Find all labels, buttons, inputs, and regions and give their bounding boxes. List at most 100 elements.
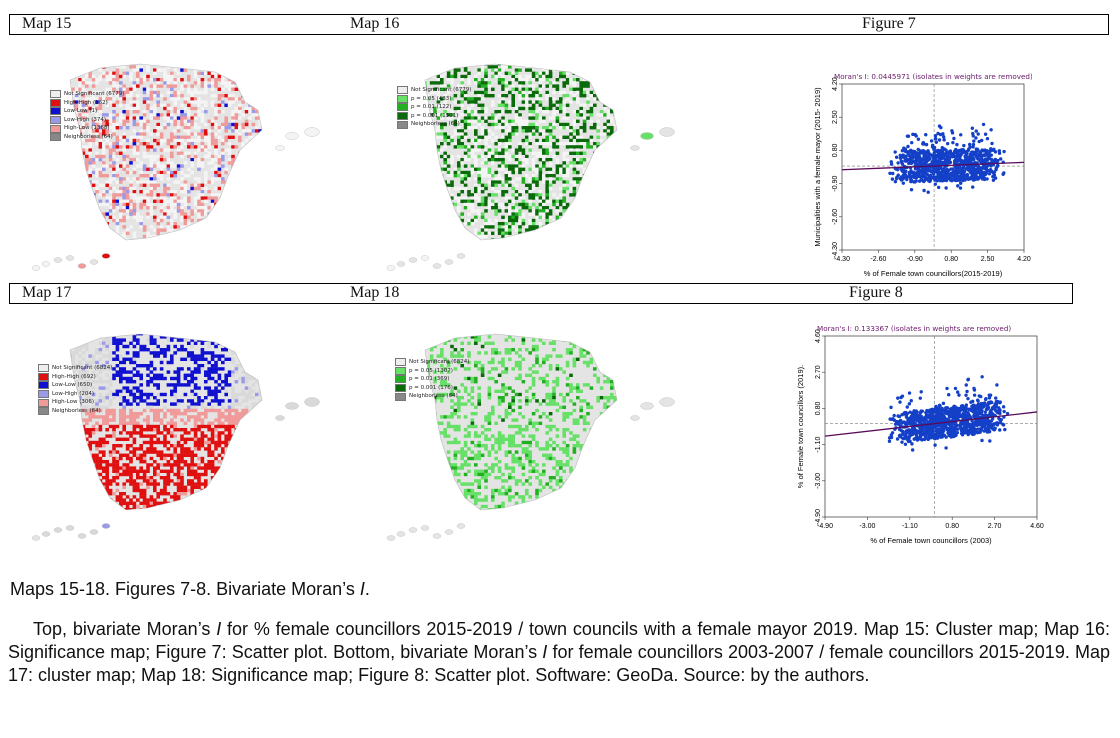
scatter-point <box>902 155 907 159</box>
legend-label: Low-Low (1) <box>64 108 98 115</box>
regression-line <box>824 411 1038 437</box>
scatter-point <box>920 170 925 174</box>
scatter-point <box>909 150 913 154</box>
scatter-point <box>889 162 894 166</box>
scatter-point <box>951 434 956 439</box>
scatter-point <box>900 440 904 444</box>
scatter-point <box>936 432 940 437</box>
legend-swatch <box>397 86 408 95</box>
scatter-point <box>955 152 959 157</box>
scatter-point <box>942 162 946 166</box>
scatter-point <box>937 160 942 165</box>
scatter-point <box>981 402 986 407</box>
scatter-point <box>956 184 960 188</box>
scatter-point <box>952 136 956 141</box>
map17-title: Map 17 <box>22 284 72 301</box>
scatter-point <box>964 393 968 397</box>
scatter-point <box>898 176 902 181</box>
scatter-point <box>916 173 920 178</box>
scatter-point <box>903 442 908 446</box>
y-tick-label: 0.80 <box>815 401 822 415</box>
scatter-point <box>910 442 914 446</box>
scatter-point <box>985 158 990 162</box>
map15-cluster-map <box>31 63 320 271</box>
scatter-point <box>933 133 938 138</box>
legend-item: Low-High (374) <box>50 116 124 125</box>
y-tick-label: 4.60 <box>815 329 822 343</box>
scatter-point <box>983 414 987 418</box>
scatter-point <box>911 427 915 432</box>
scatter-point <box>917 179 922 183</box>
scatter-point <box>976 132 980 136</box>
legend-swatch <box>38 407 49 416</box>
scatter-point <box>941 408 946 412</box>
scatter-point <box>963 427 968 432</box>
scatter-point <box>978 153 982 157</box>
scatter-point <box>890 417 894 421</box>
scatter-point <box>963 178 967 182</box>
legend-item: High-Low (306) <box>38 398 112 407</box>
scatter-point <box>987 393 991 397</box>
scatter-point <box>981 122 986 127</box>
scatter-point <box>980 375 984 379</box>
scatter-point <box>930 143 935 148</box>
scatter-point <box>944 406 948 410</box>
scatter-point <box>909 161 914 166</box>
legend-item: p = 0.001 (1591) <box>397 112 471 121</box>
scatter-point <box>930 162 934 167</box>
scatter-point <box>971 399 975 404</box>
scatter-point <box>942 178 946 183</box>
scatter-point <box>890 431 895 435</box>
scatter-point <box>996 421 1000 425</box>
scatter-point <box>935 418 940 422</box>
scatter-point <box>955 142 959 147</box>
plot-frame <box>841 83 1025 251</box>
scatter-point <box>1002 149 1006 154</box>
scatter-point <box>906 439 911 444</box>
scatter-point <box>891 171 895 176</box>
scatter-point <box>966 407 971 412</box>
scatter-point <box>993 150 998 154</box>
legend-item: Not Significant (6824) <box>38 364 112 373</box>
scatter-point <box>901 181 906 185</box>
x-axis-label: % of Female town councillors(2015-2019) <box>864 269 1003 278</box>
scatter-point <box>967 142 972 147</box>
legend-item: Neighborless (64) <box>50 133 124 142</box>
scatter-point <box>909 416 913 421</box>
scatter-point <box>920 151 925 155</box>
scatter-point <box>957 414 962 419</box>
scatter-point <box>946 156 950 160</box>
scatter-point <box>888 171 892 175</box>
scatter-point <box>998 411 1002 416</box>
x-tick-label: 0.80 <box>945 523 959 530</box>
scatter-point <box>958 154 962 159</box>
scatter-point <box>914 134 918 138</box>
legend-item: Not Significant (6779) <box>50 90 124 99</box>
scatter-point <box>981 149 985 153</box>
legend-swatch <box>50 116 61 125</box>
scatter-point <box>917 170 922 175</box>
scatter-point <box>929 430 934 434</box>
scatter-point <box>892 413 896 418</box>
legend-swatch <box>38 390 49 399</box>
scatter-point <box>960 433 965 437</box>
scatter-point <box>906 158 910 162</box>
scatter-point <box>944 411 949 415</box>
scatter-point <box>945 141 950 146</box>
y-tick-label: -1.10 <box>815 437 822 453</box>
scatter-point <box>955 390 960 394</box>
scatter-point <box>889 405 893 410</box>
scatter-point <box>955 158 959 162</box>
scatter-point <box>937 138 942 142</box>
map15-title: Map 15 <box>22 15 72 32</box>
scatter-point <box>990 417 995 421</box>
scatter-point <box>957 408 962 413</box>
scatter-point <box>940 156 944 161</box>
scatter-point <box>962 424 967 429</box>
scatter-point <box>989 128 993 132</box>
scatter-point <box>983 410 987 414</box>
legend-label: p = 0.05 (1307) <box>409 367 453 374</box>
scatter-point <box>937 403 942 408</box>
scatter-point <box>941 170 945 174</box>
scatter-point <box>908 433 912 438</box>
